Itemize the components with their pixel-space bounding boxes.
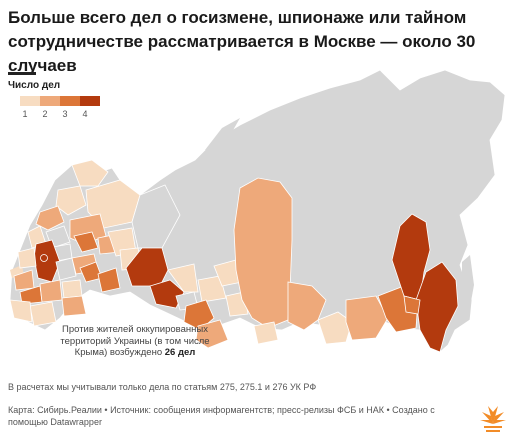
region-voronezh: [39, 279, 63, 303]
map-title: Больше всего дел о госизмене, шпионаже и…: [8, 8, 476, 75]
moscow-city: [40, 254, 48, 262]
region-smolensk: [17, 247, 37, 269]
legend-label-1: 1: [22, 109, 28, 119]
region-krasnodar: [9, 299, 33, 323]
legend-label-4: 4: [82, 109, 88, 119]
legend-swatch-1: [20, 96, 40, 106]
source-credit: Карта: Сибирь.Реалии • Источник: сообщен…: [8, 405, 435, 427]
legend-label-3: 3: [62, 109, 68, 119]
region-yaroslavl: [73, 231, 99, 253]
legend-swatch-2: [40, 96, 60, 106]
legend-swatch-3: [60, 96, 80, 106]
occupied-territories-note: Против жителей оккупированных территорий…: [60, 324, 210, 359]
region-tuva: [253, 321, 279, 345]
region-primorye: [415, 261, 459, 353]
sakhalin: [462, 255, 474, 318]
legend-label-2: 2: [42, 109, 48, 119]
region-zabaykalsky: [345, 295, 389, 341]
annotation-highlight: 26 дел: [164, 347, 196, 358]
russia-choropleth-map: [9, 69, 506, 353]
region-tyumen: [167, 263, 199, 293]
region-ryazan: [55, 257, 77, 281]
legend-title: Число дел: [8, 80, 61, 91]
legend-bar: [20, 96, 100, 106]
novaya-zemlya: [205, 118, 240, 152]
region-murmansk: [71, 159, 109, 187]
legend-swatch-4: [80, 96, 100, 106]
region-karelia: [55, 185, 87, 216]
region-bashkortostan: [97, 267, 121, 293]
region-jewish-ao: [403, 295, 421, 315]
region-altai: [195, 319, 229, 349]
legend-rule: [8, 72, 36, 75]
annotation-text: Против жителей оккупированных территорий…: [60, 324, 210, 358]
region-penza: [61, 279, 83, 299]
legend-labels: 1 2 3 4: [20, 109, 100, 121]
radio-liberty-icon: [480, 406, 506, 432]
region-rostov: [29, 301, 57, 327]
methodology-note: В расчетах мы учитывали только дела по с…: [8, 382, 317, 392]
region-leningrad: [35, 205, 65, 231]
region-saratov: [61, 295, 87, 317]
